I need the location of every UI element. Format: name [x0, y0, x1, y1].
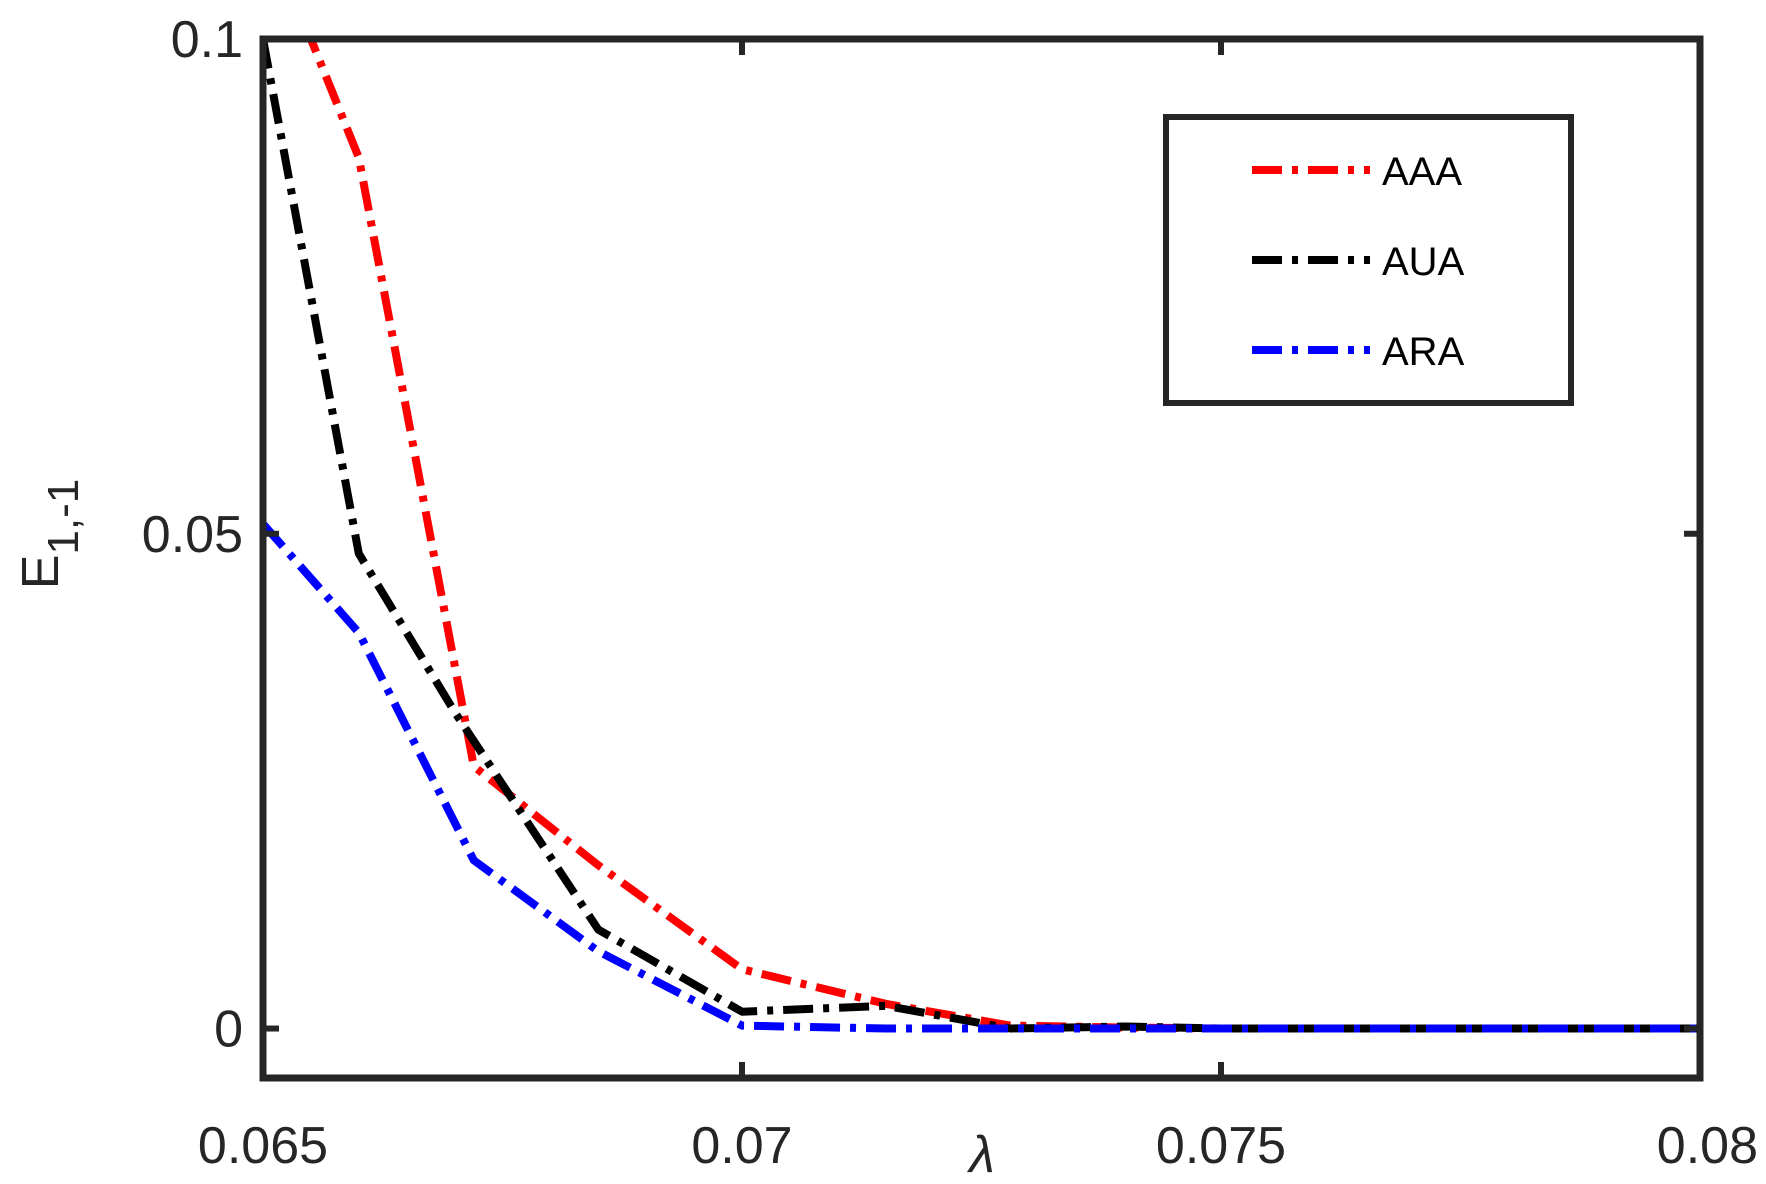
y-tick-label-1: 0.05: [142, 506, 243, 564]
legend-label-ara: ARA: [1382, 330, 1465, 374]
x-axis-label: λ: [966, 1126, 995, 1184]
y-axis-label-subscript: 1,-1: [39, 479, 88, 555]
x-tick-label-2: 0.075: [1156, 1117, 1286, 1175]
plot-frame: [259, 35, 1704, 1082]
legend-label-aua: AUA: [1382, 240, 1465, 284]
y-tick-label-2: 0.1: [171, 11, 243, 69]
x-tick-label-1: 0.07: [691, 1117, 792, 1175]
x-tick-label-3: 0.08: [1657, 1117, 1758, 1175]
series-line-ara: [263, 521, 1700, 1033]
series-layer: [263, 39, 1700, 1033]
y-axis-label-main: E: [12, 555, 70, 590]
tick-labels-layer: 0.065 0.07 0.075 0.08 0 0.05 0.1: [142, 11, 1758, 1175]
y-axis-label: E1,-1: [12, 479, 88, 590]
x-tick-label-0: 0.065: [198, 1117, 328, 1175]
y-tick-label-0: 0: [214, 1001, 243, 1059]
legend: AAA AUA ARA: [1163, 114, 1574, 406]
legend-label-aaa: AAA: [1382, 150, 1462, 194]
